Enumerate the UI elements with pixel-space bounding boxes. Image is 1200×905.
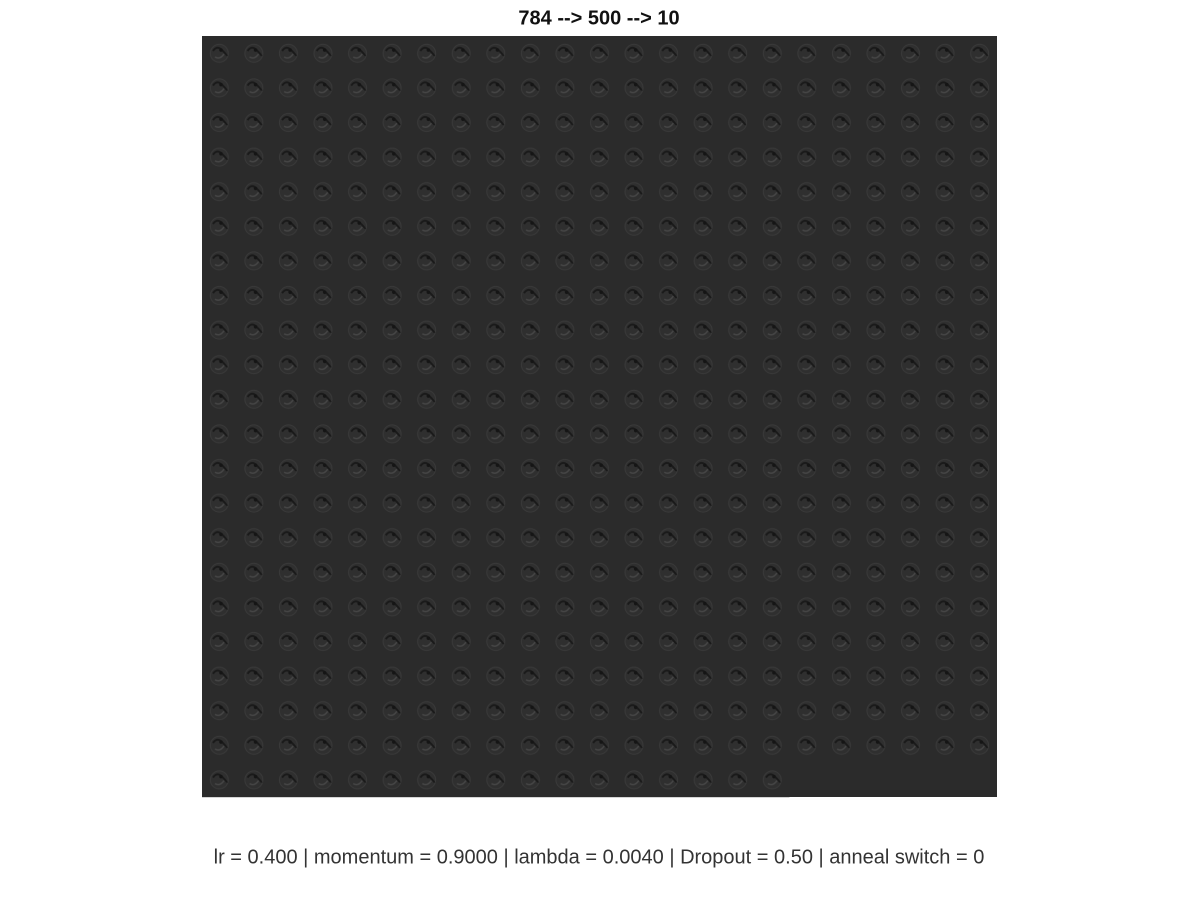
filter-grid-last-row xyxy=(202,762,790,798)
filter-grid xyxy=(202,36,997,763)
title: 784 --> 500 --> 10 xyxy=(518,7,679,29)
parameters-footer: lr = 0.400 | momentum = 0.9000 | lambda … xyxy=(214,846,985,868)
